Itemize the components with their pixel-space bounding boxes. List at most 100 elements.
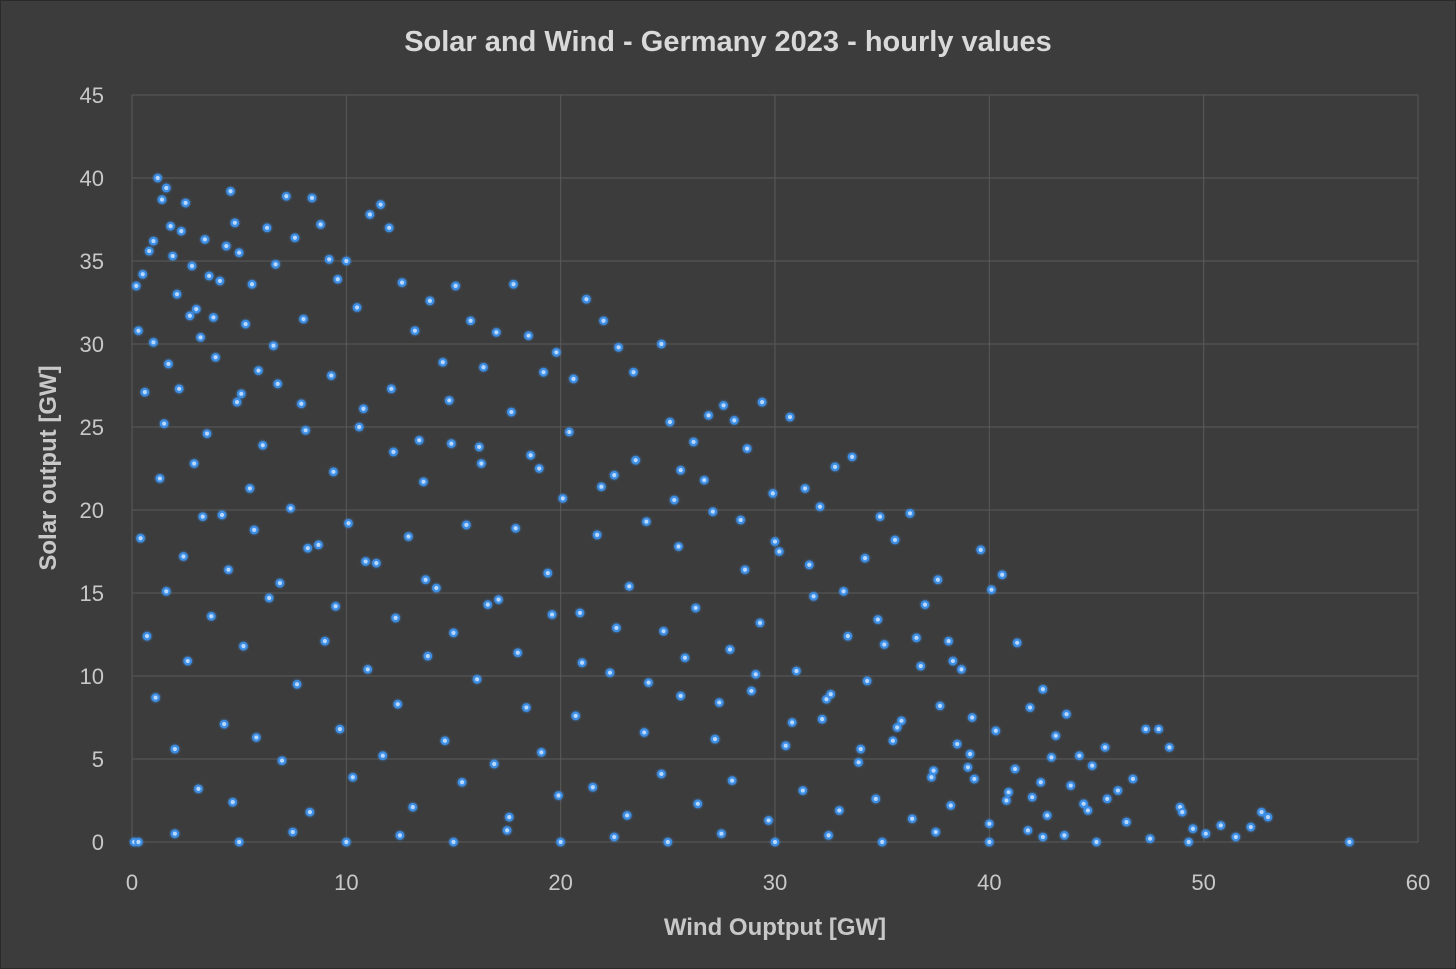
data-point — [787, 718, 797, 727]
data-point — [764, 816, 773, 825]
data-point — [344, 518, 353, 528]
data-point — [1113, 786, 1123, 795]
data-point — [1201, 829, 1211, 839]
data-point — [320, 636, 330, 646]
data-point — [404, 532, 413, 541]
data-point — [232, 397, 242, 407]
data-point — [543, 568, 553, 578]
data-point — [292, 679, 302, 689]
data-point — [985, 819, 994, 829]
data-point — [209, 313, 218, 322]
data-point — [419, 477, 428, 487]
data-point — [372, 558, 381, 568]
data-point — [822, 694, 831, 704]
data-point — [192, 304, 201, 314]
data-point — [751, 670, 761, 679]
data-point — [699, 475, 709, 485]
data-point — [230, 218, 240, 228]
data-point — [269, 341, 278, 350]
data-point — [1012, 638, 1022, 648]
data-point — [1145, 834, 1155, 843]
data-point — [1100, 743, 1110, 752]
data-point — [166, 221, 175, 231]
chart-title: Solar and Wind - Germany 2023 - hourly v… — [404, 26, 1052, 58]
data-point — [502, 826, 512, 835]
data-point — [582, 294, 591, 304]
data-point — [929, 766, 938, 775]
data-point — [856, 744, 866, 754]
data-point — [408, 802, 418, 812]
data-point — [421, 575, 430, 585]
data-point — [1263, 812, 1273, 822]
y-tick-label: 40 — [80, 166, 104, 191]
data-point — [890, 535, 900, 545]
data-point — [612, 623, 621, 633]
data-point — [202, 429, 212, 438]
data-point — [871, 794, 881, 804]
data-point — [946, 801, 956, 810]
data-point — [1087, 761, 1097, 770]
data-point — [609, 832, 619, 842]
data-point — [286, 504, 295, 513]
data-point — [629, 367, 638, 377]
data-point — [804, 560, 814, 570]
data-point — [575, 608, 585, 618]
data-point — [1216, 821, 1226, 830]
data-point — [564, 427, 574, 437]
data-point — [168, 251, 178, 261]
data-point — [704, 411, 713, 420]
data-point — [303, 543, 313, 553]
data-point — [588, 782, 598, 792]
data-point — [963, 762, 973, 772]
data-point — [834, 806, 844, 815]
data-point — [200, 235, 210, 244]
data-point — [444, 396, 454, 405]
data-point — [185, 311, 195, 321]
data-point — [196, 333, 205, 342]
data-point — [134, 837, 143, 847]
data-point — [757, 397, 767, 407]
data-point — [273, 379, 283, 389]
data-point — [605, 668, 615, 677]
data-point — [378, 751, 388, 760]
data-point — [1345, 837, 1354, 847]
data-point — [249, 525, 259, 535]
data-point — [659, 626, 668, 636]
data-point — [526, 450, 535, 460]
data-point — [809, 592, 818, 601]
data-point — [489, 759, 499, 769]
data-point — [991, 726, 1001, 736]
data-point — [384, 223, 394, 233]
data-point — [252, 733, 261, 742]
data-point — [1141, 724, 1151, 734]
data-point — [537, 748, 546, 757]
data-point — [324, 255, 334, 264]
data-point — [1002, 796, 1011, 805]
data-point — [725, 645, 735, 654]
data-point — [140, 387, 150, 397]
data-point — [552, 347, 561, 357]
data-point — [316, 220, 325, 229]
data-point — [657, 769, 666, 779]
data-point — [948, 656, 958, 666]
data-point — [258, 440, 268, 450]
data-point — [466, 316, 475, 326]
data-point — [877, 837, 887, 847]
data-point — [747, 686, 756, 696]
data-point — [277, 756, 287, 765]
data-point — [729, 416, 739, 425]
data-point — [534, 464, 544, 473]
data-point — [333, 274, 343, 284]
data-point — [189, 459, 199, 468]
data-point — [142, 631, 152, 641]
data-point — [507, 407, 516, 417]
data-point — [614, 343, 623, 352]
x-tick-label: 40 — [977, 870, 1001, 895]
x-tick-label: 0 — [126, 870, 138, 895]
data-point — [307, 193, 317, 203]
data-point — [768, 489, 778, 498]
data-point — [957, 665, 966, 674]
data-point — [149, 236, 158, 246]
data-point — [479, 362, 488, 372]
data-point — [226, 186, 235, 196]
